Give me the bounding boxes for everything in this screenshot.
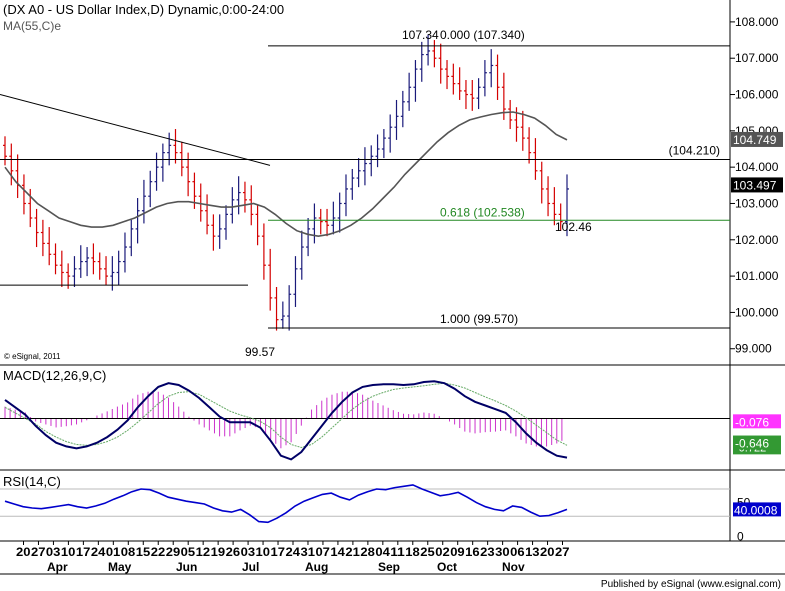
- chart-title: (DX A0 - US Dollar Index,D) Dynamic,0:00…: [3, 2, 284, 17]
- x-day-label: 21: [345, 545, 360, 559]
- x-day-label: 06: [510, 545, 525, 559]
- x-day-label: 20: [540, 545, 555, 559]
- ma-value-tag: [731, 131, 783, 147]
- price-tick-label: 101.000: [735, 269, 779, 283]
- x-day-label: 04: [375, 545, 390, 559]
- price-tick-label: 103.000: [735, 196, 779, 210]
- x-day-label: 28: [360, 545, 375, 559]
- macd-line: [4, 380, 568, 461]
- rsi-legend: RSI(14,C): [3, 474, 61, 489]
- x-month-label: Jun: [176, 560, 197, 574]
- rsi-line: [4, 484, 568, 524]
- x-month-label: Sep: [378, 560, 400, 574]
- macd-value-text: -0.076: [735, 415, 769, 429]
- macd-histogram: [4, 391, 563, 449]
- macd-signal-line: [4, 382, 568, 449]
- x-month-label: Apr: [47, 560, 68, 574]
- x-day-label: 19: [211, 545, 226, 559]
- x-day-label: 11: [390, 545, 405, 559]
- fib-618-label: 0.618 (102.538): [440, 205, 525, 219]
- x-axis: 20 27 03 10 17 24 01 08 15 22 29 05 12 19 26 03 10 17 24 31…: [16, 541, 570, 574]
- fib-0-label: 0.000 (107.340): [440, 28, 525, 42]
- x-month-label: May: [108, 560, 132, 574]
- ma-value-text: 104.749: [733, 133, 777, 147]
- high-label: 107.34: [402, 28, 439, 42]
- fib-100-label: 1.000 (99.570): [440, 312, 518, 326]
- last-price-text: 103.497: [733, 178, 777, 192]
- x-month-label: Nov: [502, 560, 525, 574]
- price-tick-label: 104.000: [735, 160, 779, 174]
- copyright: © eSignal, 2011: [4, 352, 61, 361]
- x-day-label: 29: [166, 545, 181, 559]
- publisher-footer: Published by eSignal (www.esignal.com): [601, 579, 781, 590]
- x-day-label: 08: [121, 545, 136, 559]
- ma-line: [4, 111, 568, 238]
- x-day-label: 22: [151, 545, 166, 559]
- x-day-label: 26: [226, 545, 241, 559]
- macd-legend: MACD(12,26,9,C): [3, 368, 106, 383]
- price-tick-label: 100.000: [735, 305, 779, 319]
- x-day-label: 30: [495, 545, 510, 559]
- ma-legend: MA(55,C)e: [3, 19, 61, 33]
- recent-low-label: 102.46: [555, 220, 592, 234]
- x-day-label: 03: [241, 545, 256, 559]
- x-day-label: 24: [286, 545, 301, 559]
- macd-value-tag: [733, 414, 781, 429]
- price-tick-label: 107.000: [735, 51, 779, 65]
- x-month-label: Jul: [242, 560, 259, 574]
- x-day-label: 03: [46, 545, 61, 559]
- x-day-label: 02: [435, 545, 450, 559]
- rsi-tick-label: 0: [737, 530, 744, 544]
- x-day-label: 15: [136, 545, 151, 559]
- x-day-label: 17: [76, 545, 91, 559]
- last-price-tag: [731, 177, 783, 193]
- price-axis: 108.000107.000106.000105.000104.000103.0…: [730, 15, 779, 356]
- x-day-label: 23: [480, 545, 495, 559]
- signal-value-tag: [733, 435, 781, 450]
- x-day-label: 14: [330, 545, 345, 559]
- x-day-label: 18: [405, 545, 420, 559]
- x-day-label: 05: [181, 545, 196, 559]
- x-day-label: 10: [256, 545, 271, 559]
- x-day-label: 31: [300, 545, 315, 559]
- x-day-label: 09: [450, 545, 465, 559]
- x-day-label: 12: [196, 545, 211, 559]
- x-day-label: 17: [271, 545, 286, 559]
- x-day-label: 25: [420, 545, 435, 559]
- price-tick-label: 108.000: [735, 15, 779, 29]
- resistance-label: (104.210): [669, 144, 720, 158]
- rsi-value-tag: [733, 502, 781, 517]
- trendline: [0, 94, 271, 166]
- x-month-label: Aug: [305, 560, 328, 574]
- x-day-label: 27: [31, 545, 46, 559]
- x-day-label: 10: [61, 545, 76, 559]
- x-day-label: 20: [16, 545, 31, 559]
- candles-series: [3, 34, 569, 331]
- rsi-value-text: 40.0008: [734, 503, 778, 517]
- price-tick-label: 106.000: [735, 88, 779, 102]
- x-day-label: 27: [555, 545, 570, 559]
- rsi-axis: 500: [0, 488, 751, 544]
- signal-value-text: -0.646: [735, 437, 769, 451]
- price-tick-label: 102.000: [735, 233, 779, 247]
- x-day-label: 01: [106, 545, 121, 559]
- x-day-label: 13: [525, 545, 540, 559]
- x-month-label: Oct: [437, 560, 457, 574]
- low-label: 99.57: [245, 345, 275, 359]
- x-day-label: 07: [315, 545, 330, 559]
- x-day-label: 24: [91, 545, 106, 559]
- x-day-label: 16: [465, 545, 480, 559]
- price-tick-label: 99.000: [735, 342, 772, 356]
- annotation-lines: [0, 45, 730, 329]
